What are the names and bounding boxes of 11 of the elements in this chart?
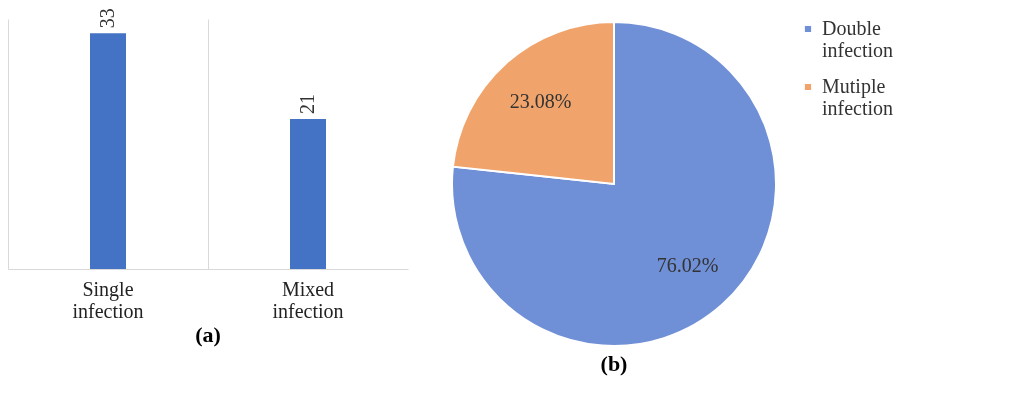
data-label: 23.08%	[509, 90, 572, 113]
legend-label: Mutiple infection	[822, 75, 894, 119]
data-label: 33	[96, 8, 118, 29]
data-label: 21	[296, 94, 318, 114]
data-label: 76.02%	[656, 253, 719, 276]
x-tick-label: Single infection	[72, 277, 144, 322]
x-tick-label: Mixed infection	[272, 277, 344, 322]
text: (b)	[600, 351, 628, 376]
legend-label: Double infection	[822, 17, 894, 61]
text: (a)	[195, 322, 221, 347]
pie-slice	[451, 21, 777, 347]
